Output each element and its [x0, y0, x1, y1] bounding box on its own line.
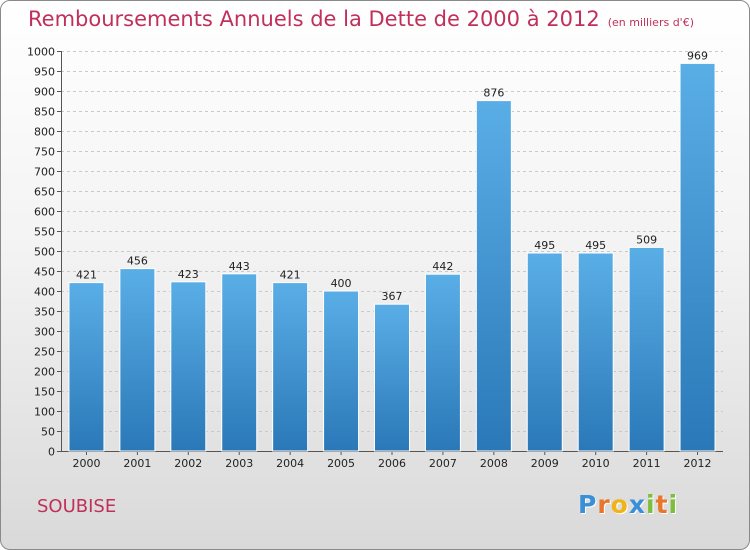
chart-title-text: Remboursements Annuels de la Dette de 20… [28, 7, 600, 31]
bar-2006 [374, 303, 410, 452]
x-tick-label: 2008 [480, 457, 508, 470]
y-tick-label: 600 [34, 206, 55, 219]
value-label: 367 [382, 290, 403, 303]
y-tick-label: 50 [41, 426, 55, 439]
x-tick-label: 2001 [123, 457, 151, 470]
y-tick-label: 150 [34, 386, 55, 399]
value-label: 969 [687, 49, 708, 62]
value-label: 421 [76, 269, 97, 282]
value-label: 509 [636, 233, 657, 246]
y-tick-label: 0 [48, 446, 55, 459]
bar-2005 [323, 290, 360, 452]
x-tick-label: 2009 [531, 457, 559, 470]
y-tick-label: 850 [34, 106, 55, 119]
chart-subtitle: (en milliers d'€) [607, 16, 694, 29]
bar-2003 [221, 273, 258, 452]
value-label: 421 [280, 269, 301, 282]
x-tick-label: 2006 [378, 457, 406, 470]
x-tick-label: 2010 [582, 457, 610, 470]
bar-2010 [577, 252, 614, 452]
x-tick-label: 2011 [633, 457, 661, 470]
y-tick-label: 1000 [27, 46, 55, 59]
x-tick-label: 2007 [429, 457, 457, 470]
y-tick-label: 650 [34, 186, 55, 199]
x-tick-label: 2003 [225, 457, 253, 470]
logo-letter: r [597, 490, 611, 519]
y-tick-label: 500 [34, 246, 55, 259]
y-tick-label: 900 [34, 86, 55, 99]
value-label: 443 [229, 260, 250, 273]
bar-2007 [424, 273, 461, 452]
x-tick-label: 2012 [684, 457, 712, 470]
labels: 0 50 100 150 200 250 300 350 400 450 500 550 600 650 7… [27, 46, 712, 471]
y-tick-label: 400 [34, 286, 55, 299]
y-tick-label: 750 [34, 146, 55, 159]
bar-2008 [475, 100, 512, 452]
value-label: 495 [534, 239, 555, 252]
logo-letter: x [628, 490, 646, 519]
bar-2001 [119, 268, 156, 452]
y-tick-label: 800 [34, 126, 55, 139]
bar-2012 [679, 62, 716, 452]
proxiti-logo: Proxiti [578, 490, 678, 519]
y-tick-label: 350 [34, 306, 55, 319]
logo-letter: P [578, 490, 598, 519]
chart-title: Remboursements Annuels de la Dette de 20… [28, 7, 694, 31]
logo-letter: t [655, 490, 669, 519]
value-label: 876 [483, 87, 504, 100]
commune-name: SOUBISE [37, 496, 117, 517]
y-tick-label: 700 [34, 166, 55, 179]
y-tick-label: 250 [34, 346, 55, 359]
logo-letter: i [646, 490, 656, 519]
y-tick-label: 450 [34, 266, 55, 279]
bar-2011 [628, 246, 665, 452]
value-label: 423 [178, 268, 199, 281]
bar-2002 [170, 281, 207, 452]
value-label: 456 [127, 255, 148, 268]
y-tick-label: 300 [34, 326, 55, 339]
x-tick-label: 2000 [72, 457, 100, 470]
x-tick-label: 2005 [327, 457, 355, 470]
y-tick-label: 200 [34, 366, 55, 379]
y-tick-label: 100 [34, 406, 55, 419]
value-label: 495 [585, 239, 606, 252]
logo-letter: i [668, 490, 679, 519]
bars [68, 62, 716, 452]
value-label: 442 [432, 260, 453, 273]
y-tick-label: 550 [34, 226, 55, 239]
bar-2009 [526, 252, 563, 452]
logo-letter: o [610, 490, 629, 519]
x-tick-label: 2004 [276, 457, 304, 470]
y-tick-label: 950 [34, 66, 55, 79]
x-tick-label: 2002 [174, 457, 202, 470]
value-label: 400 [331, 277, 352, 290]
bar-2004 [272, 282, 309, 452]
bar-2000 [68, 282, 105, 452]
